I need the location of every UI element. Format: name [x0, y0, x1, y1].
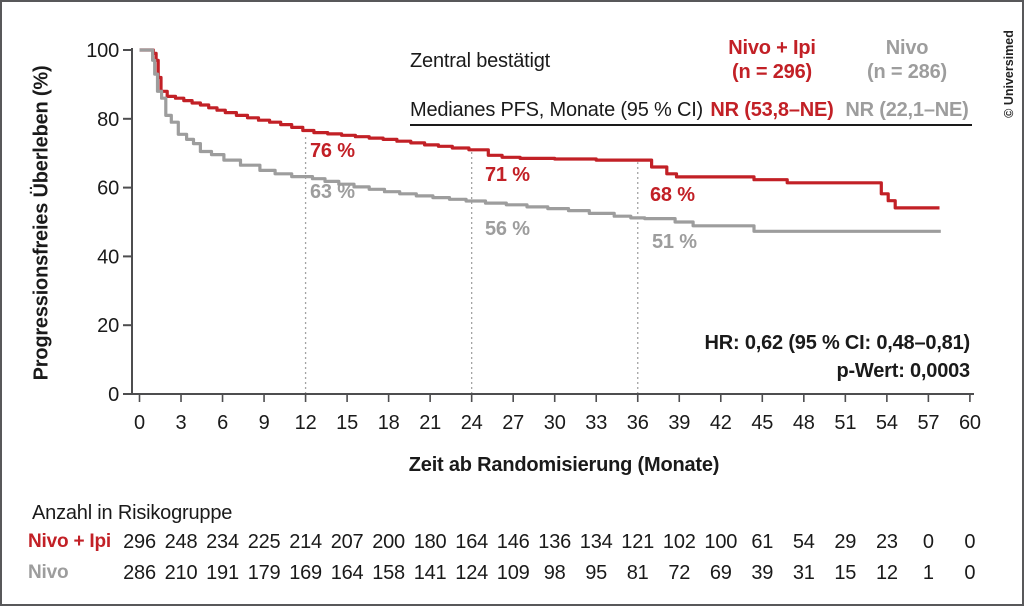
y-axis-title: Progressionsfreies Überleben (%): [30, 65, 53, 381]
risk-value: 164: [330, 562, 364, 584]
risk-value: 210: [164, 562, 198, 584]
km-curve-nivo-ipi: [139, 48, 940, 210]
y-tick-label: 0: [108, 384, 119, 406]
legend-group-nivo-name: Nivo: [885, 37, 929, 59]
risk-value: 1: [922, 562, 934, 584]
risk-value: 146: [496, 531, 530, 553]
x-tick-label: 15: [336, 412, 358, 434]
landmark-label-nivo-24: 56 %: [485, 218, 530, 240]
x-axis-title: Zeit ab Randomisierung (Monate): [408, 454, 720, 476]
median-pfs-nivo-ipi: NR (53,8–NE): [710, 99, 834, 121]
risk-value: 141: [413, 562, 447, 584]
x-tick-label: 33: [585, 412, 607, 434]
x-tick-label: 18: [378, 412, 400, 434]
x-tick-label: 24: [461, 412, 483, 434]
y-tick-label: 20: [97, 315, 119, 337]
landmark-label-nivo-ipi-36: 68 %: [650, 184, 695, 206]
risk-value: 39: [751, 562, 774, 584]
risk-value: 0: [964, 562, 976, 584]
landmark-label-nivo-12: 63 %: [310, 181, 355, 203]
x-tick-label: 27: [502, 412, 524, 434]
risk-value: 121: [621, 531, 655, 553]
risk-value: 286: [123, 562, 156, 584]
risk-value: 81: [626, 562, 649, 584]
risk-value: 225: [247, 531, 281, 553]
risk-value: 0: [964, 531, 976, 553]
risk-value: 179: [247, 562, 281, 584]
x-tick-label: 6: [217, 412, 228, 434]
stats-annotation: HR: 0,62 (95 % CI: 0,48–0,81) p-Wert: 0,…: [704, 329, 971, 385]
x-tick-label: 45: [751, 412, 773, 434]
risk-value: 191: [206, 562, 239, 584]
risk-value: 169: [289, 562, 322, 584]
x-tick-label: 0: [134, 412, 145, 434]
legend-group-nivo-n: (n = 286): [867, 61, 947, 83]
risk-value: 136: [538, 531, 572, 553]
x-tick-label: 54: [876, 412, 898, 434]
x-tick-label: 60: [959, 412, 981, 434]
y-tick-label: 100: [86, 40, 119, 62]
x-tick-label: 51: [834, 412, 856, 434]
hazard-ratio-text: HR: 0,62 (95 % CI: 0,48–0,81): [704, 332, 971, 354]
legend-divider-line: [410, 124, 972, 126]
risk-value: 214: [289, 531, 322, 553]
median-pfs-label: Medianes PFS, Monate (95 % CI): [410, 99, 704, 121]
risk-value: 29: [834, 531, 857, 553]
risk-value: 180: [413, 531, 447, 553]
risk-value: 296: [123, 531, 156, 553]
x-tick-label: 42: [710, 412, 732, 434]
y-tick-label: 40: [97, 246, 119, 268]
x-tick-label: 12: [295, 412, 317, 434]
risk-value: 31: [792, 562, 815, 584]
risk-value: 72: [668, 562, 691, 584]
x-tick-label: 48: [793, 412, 815, 434]
risk-value: 54: [792, 531, 815, 553]
risk-row-label-nivo: Nivo: [28, 562, 69, 583]
legend-confirmation-label: Zentral bestätigt: [410, 50, 551, 72]
p-value-text: p-Wert: 0,0003: [836, 360, 970, 382]
risk-value: 15: [834, 562, 857, 584]
legend-group-nivo-ipi-n: (n = 296): [732, 61, 812, 83]
x-tick-label: 21: [419, 412, 441, 434]
landmark-label-nivo-ipi-24: 71 %: [485, 164, 530, 186]
risk-value: 234: [206, 531, 239, 553]
x-tick-label: 36: [627, 412, 649, 434]
risk-value: 102: [662, 531, 696, 553]
x-tick-label: 39: [668, 412, 690, 434]
x-tick-label: 57: [917, 412, 939, 434]
risk-value: 98: [543, 562, 566, 584]
median-pfs-nivo: NR (22,1–NE): [845, 99, 969, 121]
landmark-label-nivo-ipi-12: 76 %: [310, 140, 355, 162]
risk-value: 164: [455, 531, 489, 553]
risk-value: 12: [875, 562, 898, 584]
risk-value: 23: [875, 531, 898, 553]
risk-value: 248: [164, 531, 198, 553]
risk-value: 61: [751, 531, 774, 553]
risk-value: 207: [330, 531, 364, 553]
risk-value: 134: [579, 531, 613, 553]
landmark-label-nivo-36: 51 %: [652, 231, 697, 253]
x-tick-label: 3: [176, 412, 187, 434]
legend-group-nivo-ipi-name: Nivo + Ipi: [728, 37, 816, 59]
risk-value: 124: [455, 562, 489, 584]
risk-value: 158: [372, 562, 405, 584]
risk-table-title: Anzahl in Risikogruppe: [32, 502, 233, 524]
risk-value: 95: [585, 562, 608, 584]
km-curve-nivo: [139, 48, 941, 233]
risk-value: 69: [709, 562, 732, 584]
x-tick-label: 9: [259, 412, 270, 434]
risk-row-label-nivo-ipi: Nivo + Ipi: [28, 531, 111, 552]
copyright-credit: © Universimed: [1002, 30, 1016, 118]
risk-value: 100: [704, 531, 738, 553]
y-tick-label: 80: [97, 109, 119, 131]
x-tick-label: 30: [544, 412, 566, 434]
y-tick-label: 60: [97, 178, 119, 200]
risk-value: 200: [372, 531, 405, 553]
risk-value: 109: [496, 562, 530, 584]
risk-value: 0: [922, 531, 934, 553]
